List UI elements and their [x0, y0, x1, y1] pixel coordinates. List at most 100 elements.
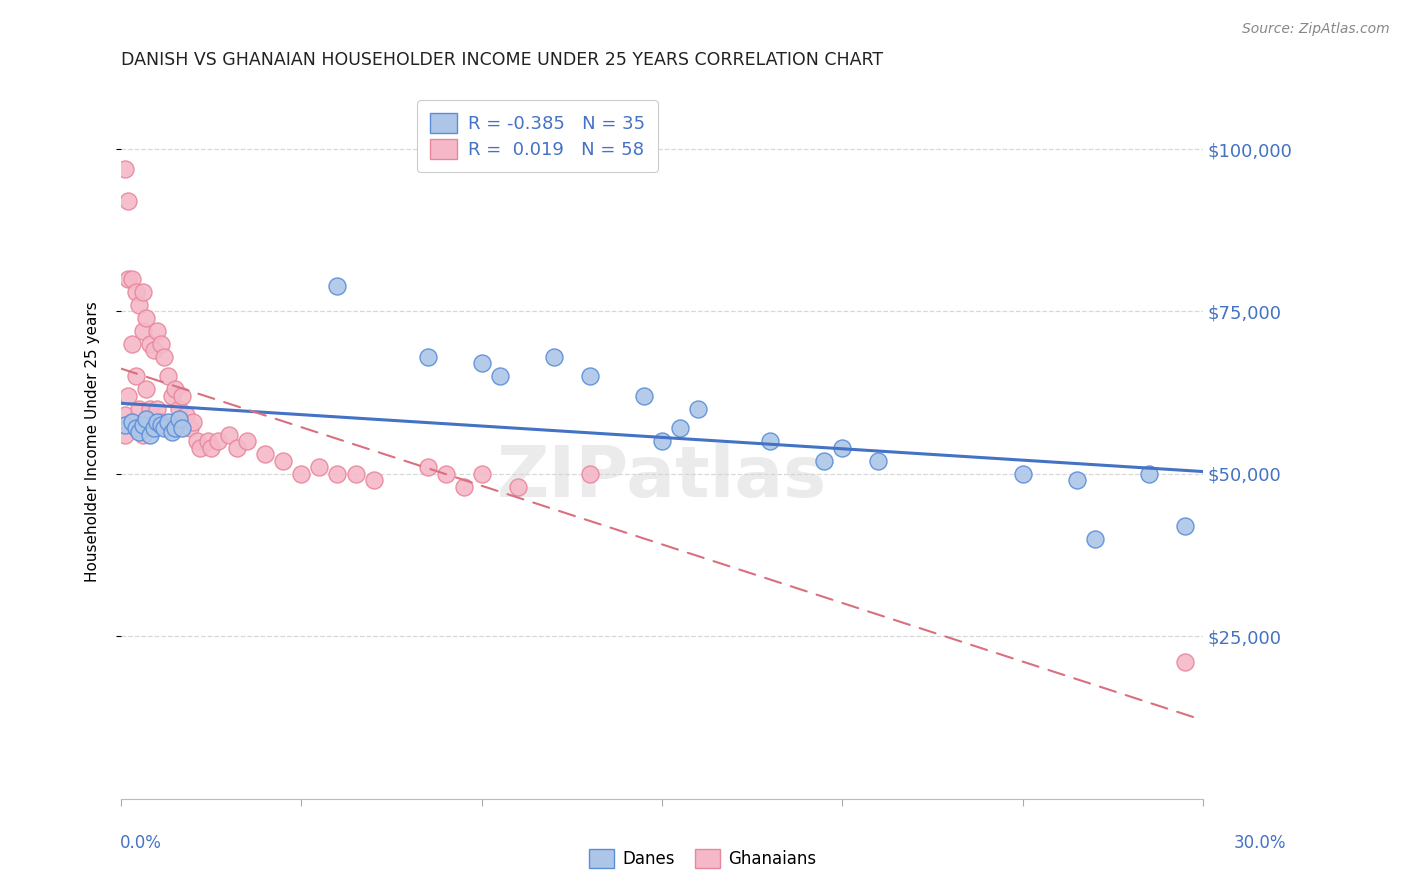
Text: 30.0%: 30.0% [1234, 834, 1286, 852]
Point [117, 389, 139, 403]
Point [124, 421, 146, 435]
Point [128, 401, 150, 416]
Point [831, 441, 853, 455]
Point [186, 434, 208, 449]
Point [506, 480, 529, 494]
Point [416, 460, 439, 475]
Point [156, 415, 179, 429]
Point [179, 421, 201, 435]
Point [146, 415, 169, 429]
Point [416, 350, 439, 364]
Text: Source: ZipAtlas.com: Source: ZipAtlas.com [1241, 22, 1389, 37]
Point [651, 434, 673, 449]
Point [254, 447, 277, 461]
Point [197, 434, 219, 449]
Point [290, 467, 312, 481]
Point [132, 418, 155, 433]
Point [156, 369, 179, 384]
Point [308, 460, 330, 475]
Point [165, 421, 187, 435]
Point [128, 425, 150, 439]
Point [146, 324, 169, 338]
Text: 0.0%: 0.0% [120, 834, 162, 852]
Point [135, 411, 157, 425]
Point [135, 383, 157, 397]
Point [174, 409, 197, 423]
Point [434, 467, 457, 481]
Point [139, 337, 162, 351]
Point [471, 356, 494, 370]
Point [146, 401, 169, 416]
Point [142, 343, 165, 358]
Point [132, 285, 155, 299]
Point [139, 401, 162, 416]
Point [149, 418, 172, 433]
Point [114, 409, 136, 423]
Point [167, 401, 190, 416]
Point [1137, 467, 1160, 481]
Point [190, 441, 212, 455]
Point [114, 428, 136, 442]
Point [167, 411, 190, 425]
Legend: R = -0.385   N = 35, R =  0.019   N = 58: R = -0.385 N = 35, R = 0.019 N = 58 [418, 100, 658, 171]
Point [868, 454, 890, 468]
Point [326, 467, 349, 481]
Point [326, 278, 349, 293]
Point [139, 428, 162, 442]
Point [114, 418, 136, 433]
Point [160, 425, 183, 439]
Legend: Danes, Ghanaians: Danes, Ghanaians [582, 843, 824, 875]
Point [236, 434, 259, 449]
Point [218, 428, 240, 442]
Point [633, 389, 655, 403]
Y-axis label: Householder Income Under 25 years: Householder Income Under 25 years [86, 301, 100, 582]
Point [117, 194, 139, 208]
Text: DANISH VS GHANAIAN HOUSEHOLDER INCOME UNDER 25 YEARS CORRELATION CHART: DANISH VS GHANAIAN HOUSEHOLDER INCOME UN… [121, 51, 883, 69]
Point [1011, 467, 1033, 481]
Point [543, 350, 565, 364]
Point [453, 480, 475, 494]
Point [1066, 474, 1088, 488]
Point [121, 415, 143, 429]
Point [128, 298, 150, 312]
Point [121, 272, 143, 286]
Point [200, 441, 222, 455]
Point [153, 350, 176, 364]
Point [142, 421, 165, 435]
Point [669, 421, 692, 435]
Point [181, 415, 204, 429]
Point [135, 310, 157, 325]
Point [160, 389, 183, 403]
Point [579, 369, 602, 384]
Point [686, 401, 709, 416]
Point [172, 421, 194, 435]
Text: ZIPatlas: ZIPatlas [496, 442, 827, 512]
Point [273, 454, 295, 468]
Point [156, 421, 179, 435]
Point [813, 454, 835, 468]
Point [207, 434, 229, 449]
Point [124, 369, 146, 384]
Point [1174, 519, 1197, 533]
Point [149, 337, 172, 351]
Point [149, 415, 172, 429]
Point [1174, 655, 1197, 669]
Point [132, 324, 155, 338]
Point [132, 428, 155, 442]
Point [121, 337, 143, 351]
Point [1084, 532, 1107, 546]
Point [142, 421, 165, 435]
Point [579, 467, 602, 481]
Point [153, 421, 176, 435]
Point [172, 389, 194, 403]
Point [344, 467, 367, 481]
Point [488, 369, 510, 384]
Point [363, 474, 385, 488]
Point [124, 285, 146, 299]
Point [121, 415, 143, 429]
Point [114, 161, 136, 176]
Point [117, 272, 139, 286]
Point [165, 383, 187, 397]
Point [759, 434, 782, 449]
Point [225, 441, 247, 455]
